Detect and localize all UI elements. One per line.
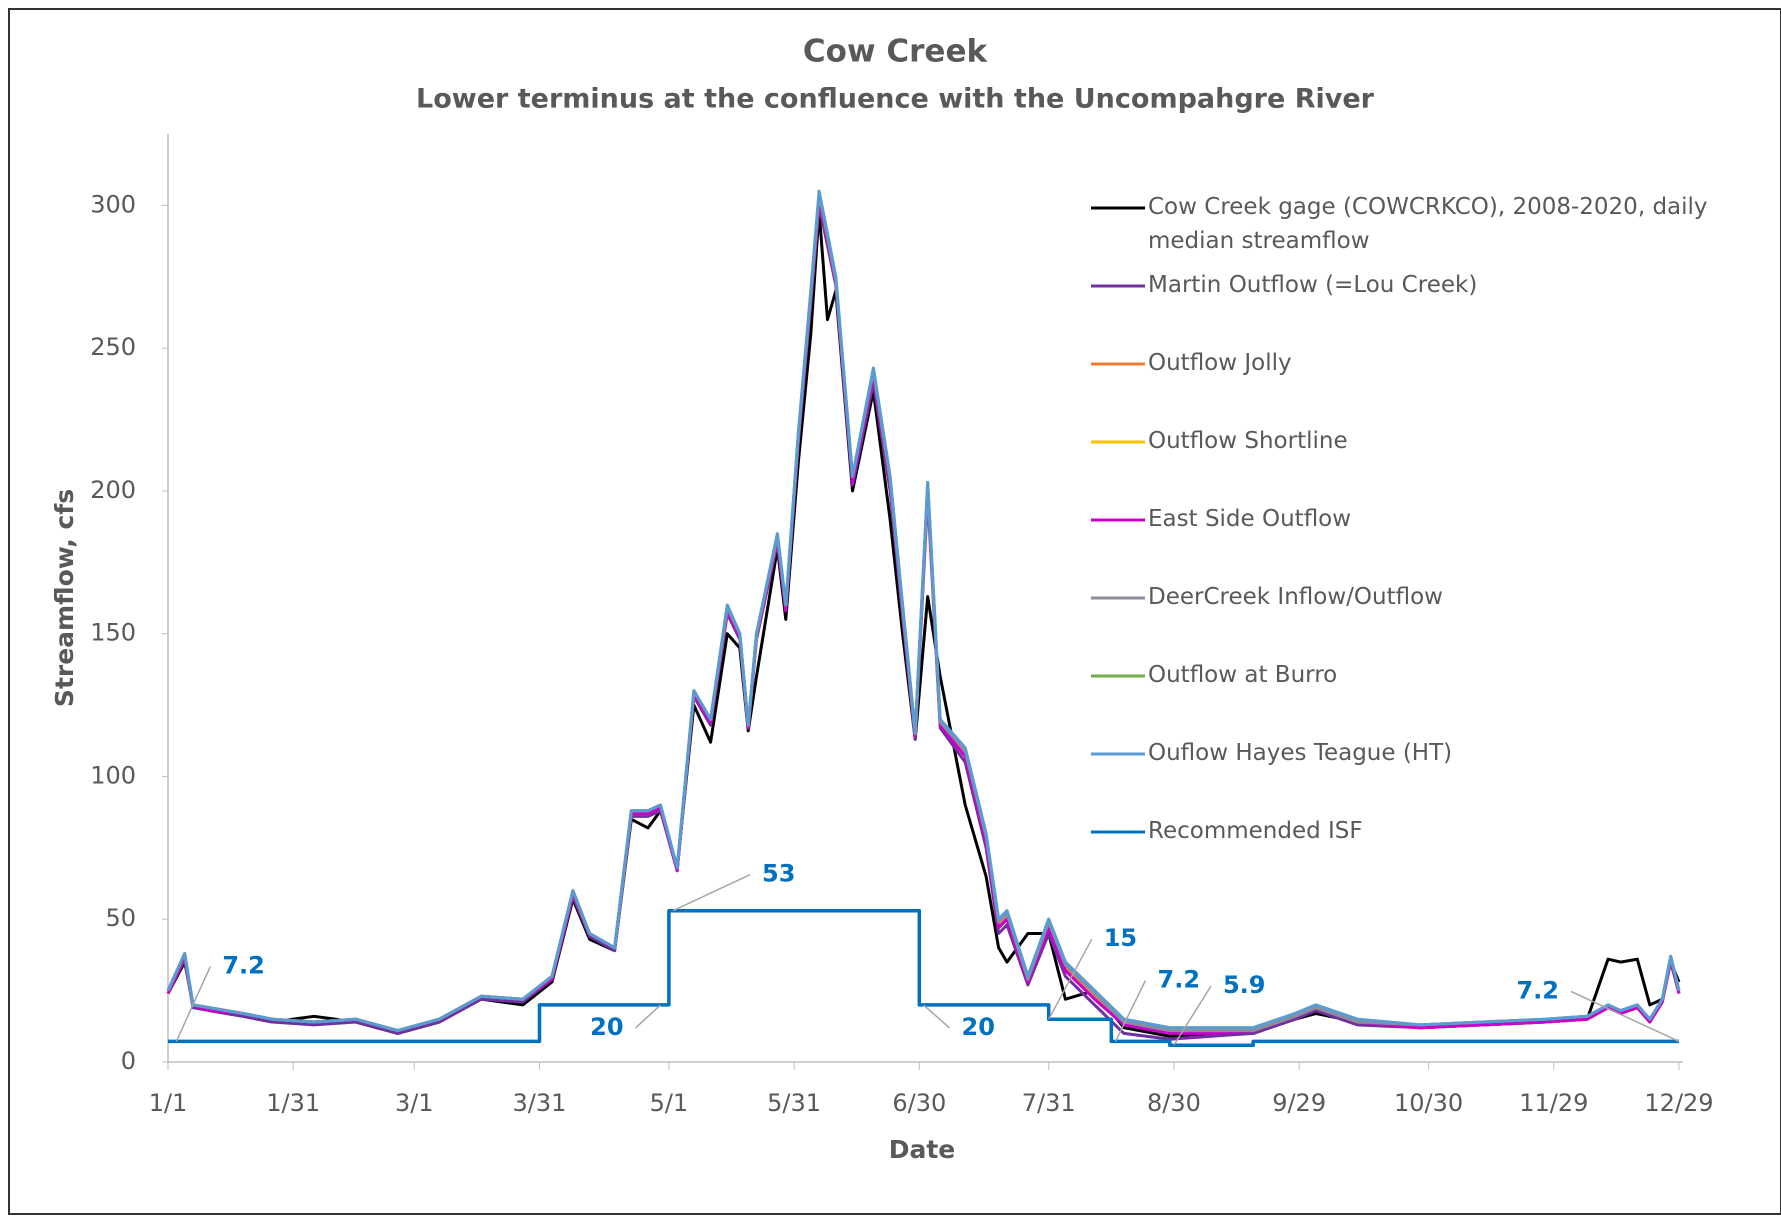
- y-tick-label: 0: [121, 1047, 136, 1075]
- legend-item: Martin Outflow (=Lou Creek): [1148, 272, 1478, 298]
- chart-title: Cow Creek: [803, 34, 989, 70]
- legend-label: DeerCreek Inflow/Outflow: [1148, 584, 1443, 610]
- legend-item: Outflow at Burro: [1148, 662, 1338, 688]
- chart-subtitle: Lower terminus at the confluence with th…: [416, 84, 1375, 115]
- x-axis-label: Date: [889, 1135, 956, 1164]
- annotation-leader: [1570, 990, 1680, 1043]
- legend-label: Outflow Shortline: [1148, 428, 1348, 454]
- annotation-label: 20: [590, 1013, 623, 1041]
- x-tick-label: 11/29: [1519, 1089, 1588, 1117]
- annotation-label: 7.2: [1516, 976, 1559, 1004]
- x-tick-label: 12/29: [1644, 1089, 1713, 1117]
- chart-frame: [8, 8, 1781, 1215]
- y-tick-label: 100: [90, 761, 136, 789]
- annotation-leader: [1114, 980, 1147, 1042]
- legend-item: East Side Outflow: [1148, 506, 1352, 532]
- annotation-leader: [672, 873, 751, 912]
- annotation-label: 20: [962, 1013, 995, 1041]
- x-tick-label: 10/30: [1394, 1089, 1463, 1117]
- series-line: [168, 908, 1679, 1047]
- annotation-label: 53: [762, 860, 795, 888]
- legend-item: Outflow Jolly: [1148, 350, 1292, 376]
- x-tick-label: 3/1: [395, 1089, 434, 1117]
- y-tick-label: 150: [90, 619, 136, 647]
- x-tick-label: 1/1: [149, 1089, 188, 1117]
- legend-label: East Side Outflow: [1148, 506, 1352, 532]
- annotation-leader: [635, 1004, 662, 1029]
- x-tick-label: 9/29: [1272, 1089, 1326, 1117]
- legend-label: Recommended ISF: [1148, 818, 1363, 844]
- legend-label: Outflow Jolly: [1148, 350, 1292, 376]
- x-tick-label: 6/30: [892, 1089, 946, 1117]
- annotation-leader: [1173, 985, 1212, 1046]
- y-tick-label: 50: [105, 904, 136, 932]
- legend-item: Outflow Shortline: [1148, 428, 1348, 454]
- legend-label: Outflow at Burro: [1148, 662, 1338, 688]
- x-tick-label: 3/31: [513, 1089, 567, 1117]
- x-tick-label: 1/31: [266, 1089, 320, 1117]
- legend-item: DeerCreek Inflow/Outflow: [1148, 584, 1443, 610]
- legend-label: Ouflow Hayes Teague (HT): [1148, 740, 1453, 766]
- legend-label: Cow Creek gage (COWCRKCO), 2008-2020, da…: [1148, 194, 1708, 254]
- legend-item: Recommended ISF: [1148, 818, 1363, 844]
- annotation-label: 7.2: [1158, 965, 1201, 993]
- annotation-label: 7.2: [222, 951, 265, 979]
- x-tick-label: 8/30: [1147, 1089, 1201, 1117]
- y-axis-label: Streamflow, cfs: [50, 489, 79, 707]
- annotation-leader: [923, 1004, 950, 1029]
- legend-label: Martin Outflow (=Lou Creek): [1148, 272, 1478, 298]
- annotation-leader: [1048, 938, 1093, 1020]
- legend-item: Ouflow Hayes Teague (HT): [1148, 740, 1453, 766]
- annotation-leader: [175, 966, 212, 1042]
- x-tick-label: 7/31: [1022, 1089, 1076, 1117]
- annotation-label: 5.9: [1223, 971, 1266, 999]
- annotation-label: 15: [1104, 924, 1137, 952]
- y-tick-label: 300: [90, 190, 136, 218]
- x-tick-label: 5/1: [650, 1089, 689, 1117]
- series-line: [166, 189, 1681, 1033]
- y-tick-label: 250: [90, 333, 136, 361]
- legend-item: Cow Creek gage (COWCRKCO), 2008-2020, da…: [1148, 194, 1708, 254]
- y-tick-label: 200: [90, 476, 136, 504]
- x-tick-label: 5/31: [767, 1089, 821, 1117]
